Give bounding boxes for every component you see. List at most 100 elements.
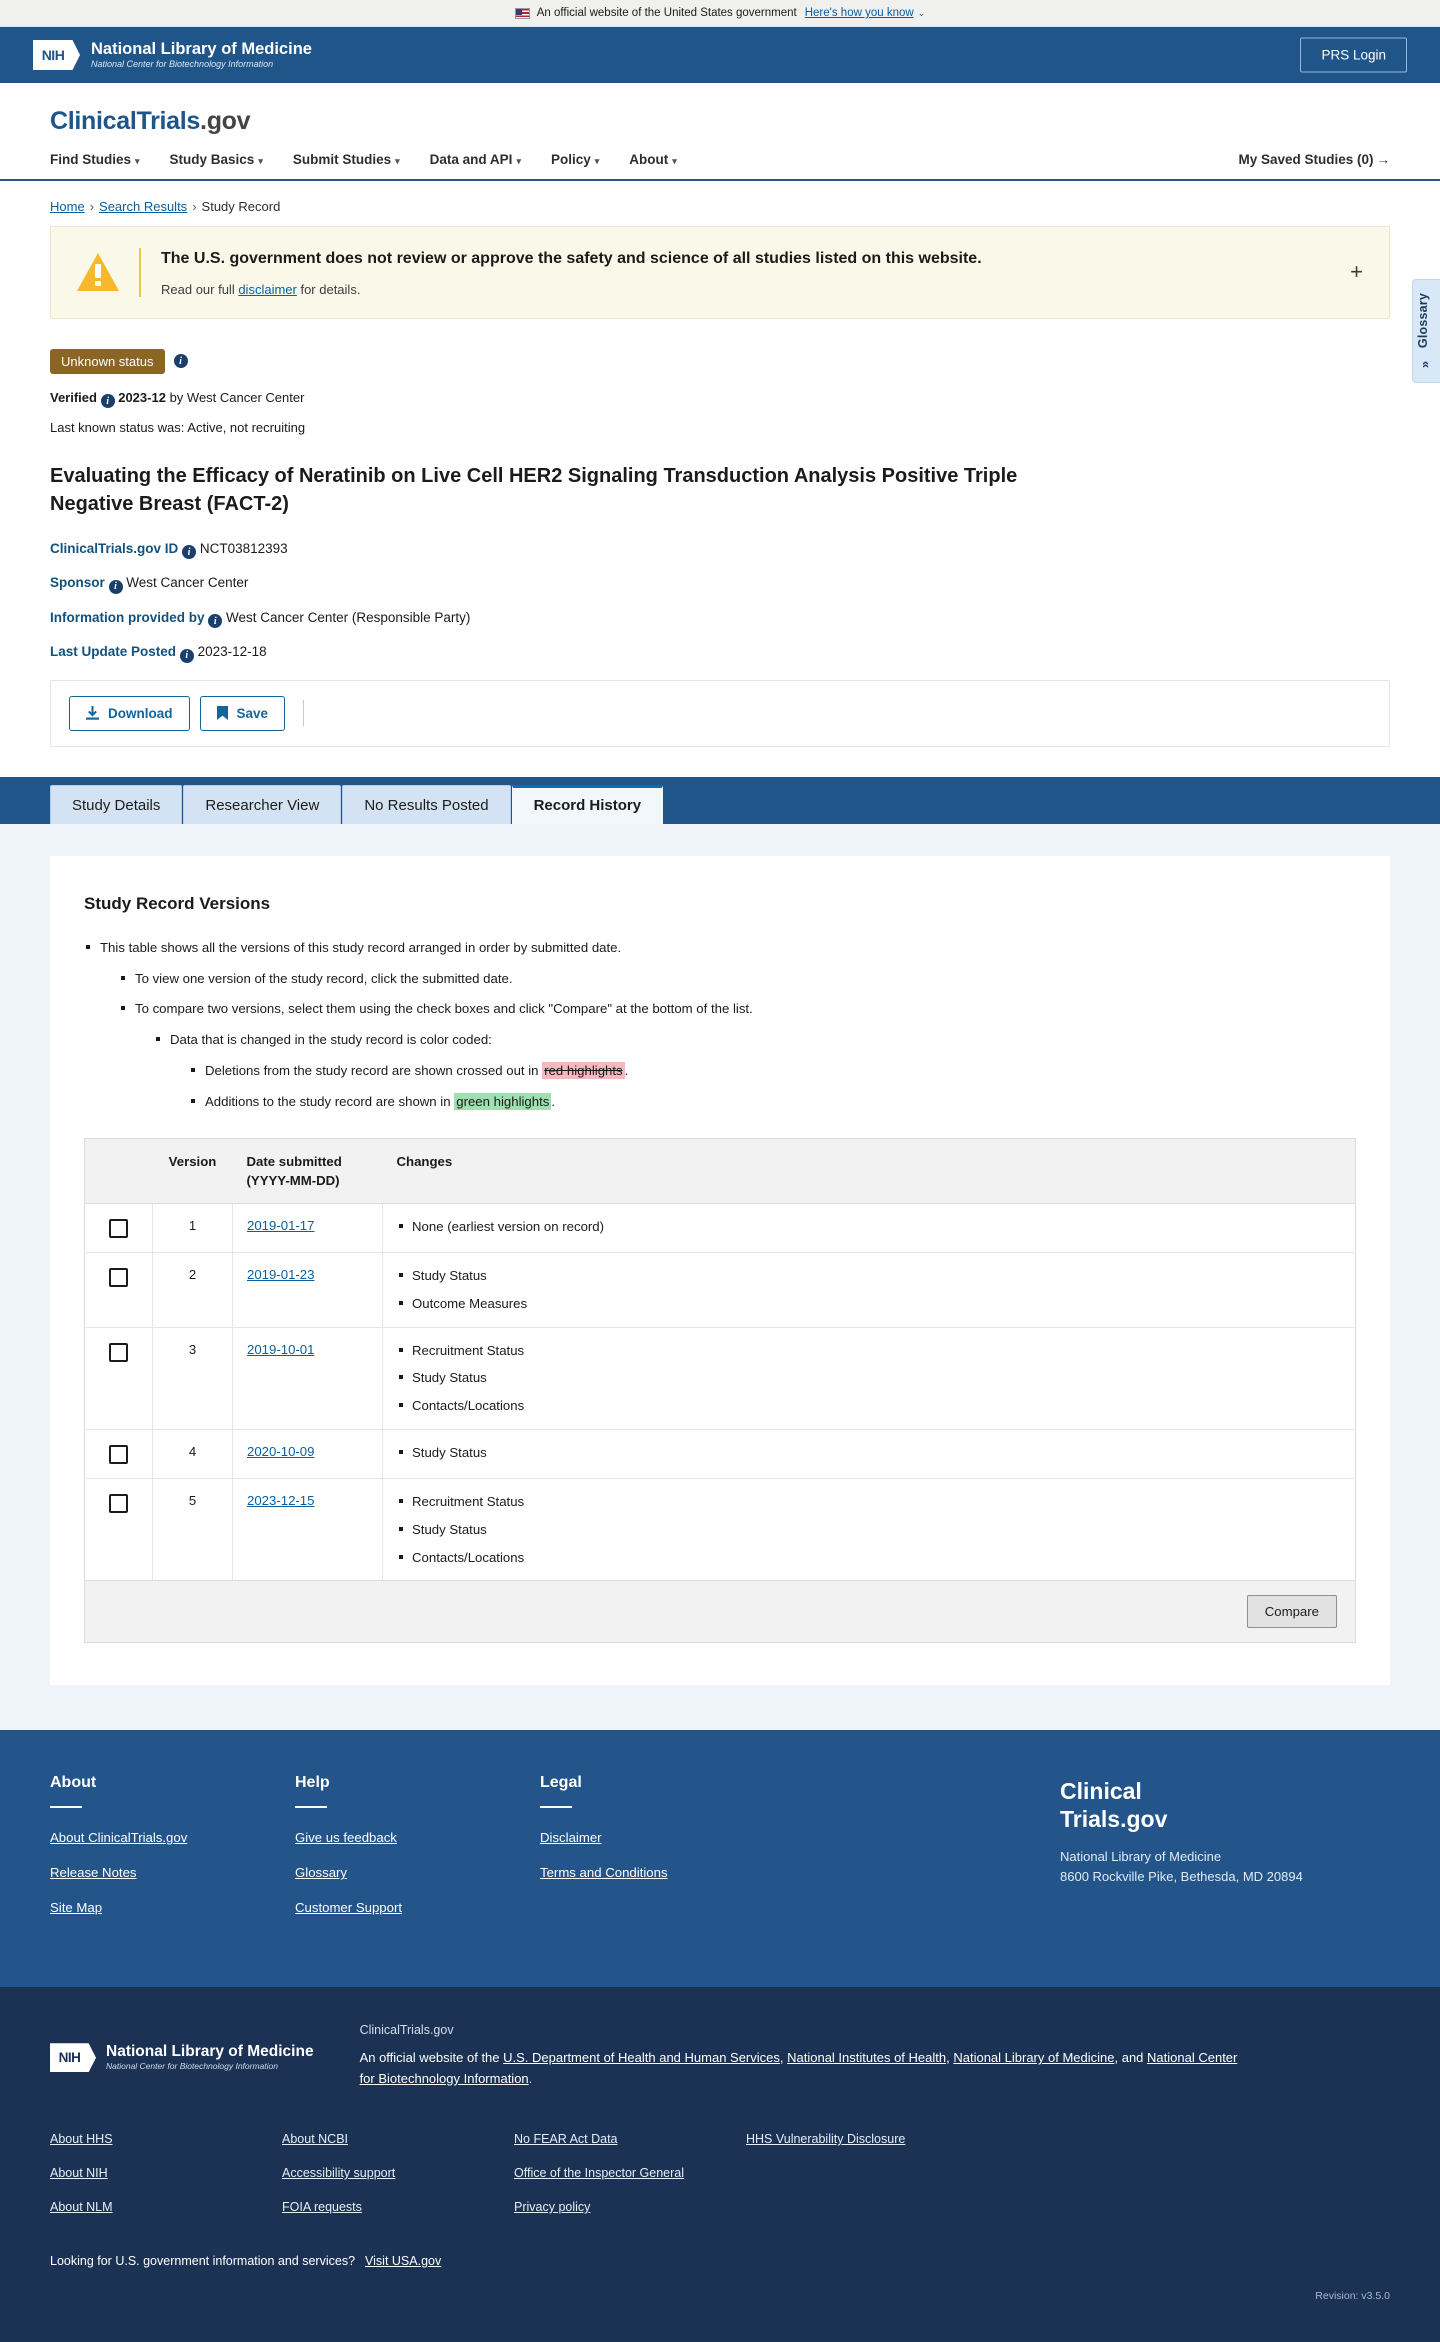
nav-item-data-and-api[interactable]: Data and API ▾ (430, 152, 521, 167)
changes-list: Study Status (397, 1444, 1341, 1462)
info-icon[interactable]: i (182, 545, 197, 560)
footer-link-ncbi[interactable]: National Center for Biotechnology Inform… (359, 2050, 1238, 2087)
tab-no-results-posted[interactable]: No Results Posted (342, 784, 511, 824)
chevron-down-icon[interactable]: ⌄ (917, 7, 926, 18)
footer-street-address: 8600 Rockville Pike, Bethesda, MD 20894 (1060, 1868, 1303, 1884)
save-label: Save (236, 705, 269, 721)
change-item: Recruitment Status (397, 1342, 1341, 1360)
footer-link-nih[interactable]: National Institutes of Health (787, 2050, 947, 2066)
footer-logo-line1: Clinical (1060, 1778, 1142, 1805)
chevron-down-icon: ▾ (135, 156, 140, 166)
version-date-link[interactable]: 2020-10-09 (247, 1444, 315, 1459)
footer-link-about-nlm[interactable]: About NLM (50, 2200, 113, 2215)
meta-value: 2023-12-18 (197, 644, 267, 660)
nih-footer-logo[interactable]: NIH National Library of Medicine Nationa… (50, 2021, 314, 2090)
footer-link-disclaimer[interactable]: Disclaimer (540, 1830, 602, 1846)
usagov-row: Looking for U.S. government information … (50, 2254, 1390, 2268)
footer-link-site-map[interactable]: Site Map (50, 1900, 103, 1916)
save-button[interactable]: Save (199, 695, 286, 731)
disclaimer-alert: The U.S. government does not review or a… (50, 226, 1390, 319)
footer-link-no-fear-act-data[interactable]: No FEAR Act Data (514, 2132, 618, 2147)
tab-study-details[interactable]: Study Details (50, 784, 183, 824)
glossary-side-tab[interactable]: Glossary « (1412, 279, 1440, 384)
verified-info-icon[interactable]: i (100, 394, 115, 409)
footer-link-hhs-vulnerability-disclosure[interactable]: HHS Vulnerability Disclosure (746, 2132, 906, 2147)
disclaimer-subtext: Read our full disclaimer for details. (161, 282, 1365, 297)
how-you-know-link[interactable]: Here's how you know (804, 7, 914, 19)
footer-link-terms-and-conditions[interactable]: Terms and Conditions (540, 1865, 668, 1881)
footer-site-name: ClinicalTrials.gov (359, 2023, 454, 2038)
nav-item-about[interactable]: About ▾ (629, 152, 677, 167)
version-date-link[interactable]: 2019-01-23 (247, 1266, 315, 1282)
nih-logo-subtitle: National Center for Biotechnology Inform… (91, 58, 274, 69)
site-brand[interactable]: ClinicalTrials.gov (50, 107, 1390, 136)
disclaimer-title: The U.S. government does not review or a… (161, 250, 982, 267)
nav-item-policy[interactable]: Policy ▾ (551, 152, 599, 167)
info-icon[interactable]: i (208, 614, 223, 629)
version-date-link[interactable]: 2023-12-15 (247, 1493, 315, 1508)
status-row: Unknown status i (50, 348, 1390, 374)
nav-item-find-studies[interactable]: Find Studies ▾ (50, 152, 140, 167)
nav-label: Data and API (429, 152, 513, 167)
revision-label: Revision: v3.5.0 (1315, 2290, 1390, 2303)
footer-link-about-ncbi[interactable]: About NCBI (282, 2132, 349, 2147)
footer-link-foia-requests[interactable]: FOIA requests (282, 2200, 362, 2215)
footer-rule (540, 1806, 572, 1809)
breadcrumb-home[interactable]: Home (50, 199, 85, 214)
nav-item-study-basics[interactable]: Study Basics ▾ (170, 152, 263, 167)
instruction-text: Additions to the study record are shown … (205, 1093, 455, 1109)
version-checkbox[interactable] (109, 1267, 128, 1287)
footer-link-visit-usagov[interactable]: Visit USA.gov (365, 2254, 442, 2269)
footer-link-customer-support[interactable]: Customer Support (295, 1900, 403, 1916)
footer-column-legal: Legal Disclaimer Terms and Conditions (540, 1774, 785, 1935)
tab-researcher-view[interactable]: Researcher View (183, 784, 342, 824)
footer-link-give-us-feedback[interactable]: Give us feedback (295, 1830, 397, 1846)
info-icon[interactable]: i (108, 579, 123, 594)
date-header-line1: Date submitted (246, 1153, 342, 1169)
row-changes-cell: Recruitment Status Study Status Contacts… (382, 1327, 1356, 1431)
status-info-icon[interactable]: i (173, 354, 188, 369)
action-bar: Download Save (50, 679, 1390, 747)
compare-button[interactable]: Compare (1246, 1595, 1337, 1629)
footer-link-accessibility-support[interactable]: Accessibility support (282, 2166, 396, 2181)
nav-label: Submit Studies (292, 152, 392, 167)
changes-list: Recruitment Status Study Status Contacts… (397, 1342, 1341, 1415)
disclaimer-link[interactable]: disclaimer (238, 281, 297, 297)
footer-link-glossary[interactable]: Glossary (295, 1865, 348, 1881)
nih-footer-links-col-4: HHS Vulnerability Disclosure (746, 2132, 978, 2234)
info-icon[interactable]: i (179, 648, 194, 663)
footer-link-hhs[interactable]: U.S. Department of Health and Human Serv… (503, 2050, 780, 2066)
official-and: and (1121, 2050, 1148, 2066)
version-checkbox[interactable] (109, 1494, 128, 1513)
footer-link-about-nih[interactable]: About NIH (50, 2166, 108, 2181)
version-date-link[interactable]: 2019-01-17 (247, 1217, 315, 1233)
version-date-link[interactable]: 2019-10-01 (247, 1341, 315, 1357)
footer-link-office-inspector-general[interactable]: Office of the Inspector General (514, 2166, 685, 2181)
version-checkbox[interactable] (109, 1342, 128, 1362)
footer-link-nlm[interactable]: National Library of Medicine (953, 2050, 1115, 2066)
site-footer: About About ClinicalTrials.gov Release N… (0, 1730, 1440, 1988)
prs-login-button[interactable]: PRS Login (1300, 37, 1407, 73)
download-icon (86, 706, 99, 721)
nih-footer-links-col-2: About NCBI Accessibility support FOIA re… (282, 2132, 514, 2234)
table-row: 5 2023-12-15 Recruitment Status Study St… (84, 1478, 1356, 1582)
nih-logo[interactable]: NIH National Library of Medicine Nationa… (33, 40, 312, 71)
instruction-item-additions: Additions to the study record are shown … (189, 1092, 1356, 1112)
government-banner: An official website of the United States… (0, 0, 1440, 27)
footer-link-about-hhs[interactable]: About HHS (50, 2132, 113, 2147)
row-version: 3 (152, 1327, 233, 1431)
footer-link-about-clinicaltrials[interactable]: About ClinicalTrials.gov (50, 1830, 188, 1846)
my-saved-studies-link[interactable]: My Saved Studies (0) → (1238, 152, 1390, 167)
red-highlight-sample: red highlights (542, 1062, 625, 1080)
version-checkbox[interactable] (109, 1445, 128, 1464)
nav-item-submit-studies[interactable]: Submit Studies ▾ (293, 152, 400, 167)
footer-link-privacy-policy[interactable]: Privacy policy (514, 2200, 591, 2215)
change-item: Study Status (397, 1444, 1341, 1462)
expand-alert-button[interactable]: + (1350, 259, 1363, 285)
version-checkbox[interactable] (109, 1218, 128, 1238)
breadcrumb-search-results[interactable]: Search Results (99, 199, 188, 214)
download-button[interactable]: Download (69, 695, 190, 731)
tab-record-history[interactable]: Record History (511, 784, 664, 824)
instruction-item: To compare two versions, select them usi… (119, 999, 1356, 1111)
footer-link-release-notes[interactable]: Release Notes (50, 1865, 137, 1881)
